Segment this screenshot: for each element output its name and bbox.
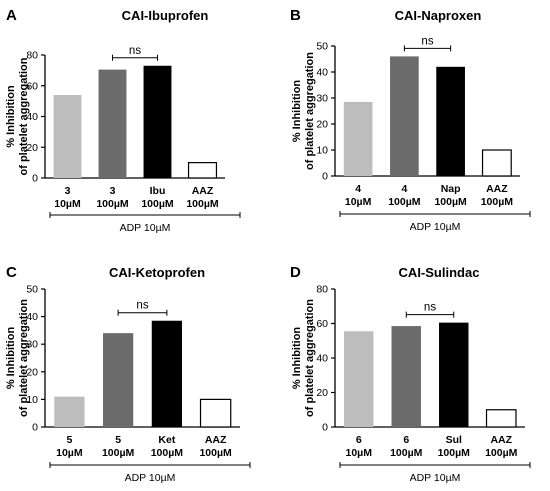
bar bbox=[391, 326, 421, 427]
bar bbox=[390, 56, 419, 176]
x-tick-label: 100µM bbox=[186, 198, 219, 210]
y-axis-label: of platelet aggregation bbox=[304, 299, 316, 417]
panel-a: A CAI-Ibuprofen % Inhibition of platelet ag… bbox=[5, 7, 241, 234]
x-tick-label: AAZ bbox=[490, 434, 512, 446]
x-tick-label: 5 bbox=[66, 434, 72, 446]
y-axis-label: of platelet aggregation bbox=[18, 299, 30, 417]
y-tick-label: 40 bbox=[316, 67, 328, 79]
y-tick-label: 10 bbox=[26, 394, 38, 406]
y-axis-label: % Inhibition bbox=[5, 327, 17, 390]
y-axis-label: % Inhibition bbox=[291, 327, 303, 390]
x-tick-label: 100µM bbox=[141, 198, 174, 210]
x-tick-label: 100µM bbox=[102, 447, 135, 459]
bar bbox=[187, 162, 218, 179]
y-tick-label: 0 bbox=[322, 422, 328, 434]
bar bbox=[199, 398, 232, 428]
significance-label: ns bbox=[424, 302, 436, 314]
y-axis-label: of platelet aggregation bbox=[304, 52, 316, 170]
y-tick-label: 30 bbox=[316, 93, 328, 105]
bar bbox=[98, 69, 127, 178]
panel-c: C CAI-Ketoprofen % Inhibition of platelet a… bbox=[5, 264, 251, 484]
y-tick-label: 80 bbox=[26, 50, 38, 62]
y-tick-label: 80 bbox=[316, 284, 328, 296]
x-tick-label: Ibu bbox=[150, 185, 166, 197]
panel-letter: A bbox=[6, 7, 17, 24]
condition-label: ADP 10µM bbox=[410, 472, 461, 484]
bar bbox=[481, 149, 512, 177]
bar bbox=[53, 94, 82, 178]
x-tick-label: 6 bbox=[403, 434, 409, 446]
x-tick-label: Ket bbox=[158, 434, 175, 446]
x-tick-label: 3 bbox=[65, 185, 71, 197]
x-tick-label: 100µM bbox=[434, 196, 467, 208]
y-tick-label: 50 bbox=[316, 41, 328, 53]
y-tick-label: 10 bbox=[316, 145, 328, 157]
x-tick-label: 10µM bbox=[56, 447, 83, 459]
x-tick-label: 6 bbox=[356, 434, 362, 446]
bar bbox=[439, 322, 469, 427]
x-tick-label: AAZ bbox=[192, 185, 214, 197]
bar bbox=[436, 66, 465, 176]
x-tick-label: 10µM bbox=[345, 196, 372, 208]
significance-label: ns bbox=[129, 45, 141, 57]
condition-label: ADP 10µM bbox=[125, 472, 176, 484]
panel-title: CAI-Ibuprofen bbox=[122, 8, 209, 23]
y-tick-label: 0 bbox=[32, 173, 38, 185]
x-tick-label: Nap bbox=[441, 183, 461, 195]
panel-d: D CAI-Sulindac % Inhibition of platelet agg… bbox=[290, 264, 531, 484]
x-tick-label: AAZ bbox=[205, 434, 227, 446]
y-tick-label: 0 bbox=[32, 422, 38, 434]
x-tick-label: 10µM bbox=[346, 447, 373, 459]
significance-label: ns bbox=[421, 35, 433, 47]
panel-title: CAI-Ketoprofen bbox=[109, 265, 205, 280]
bar bbox=[54, 396, 85, 427]
x-tick-label: 100µM bbox=[390, 447, 423, 459]
bar bbox=[103, 333, 134, 427]
panel-letter: D bbox=[290, 264, 301, 281]
y-tick-label: 60 bbox=[26, 80, 38, 92]
y-tick-label: 30 bbox=[26, 339, 38, 351]
panel-letter: B bbox=[290, 7, 301, 24]
bar bbox=[151, 320, 182, 427]
x-tick-label: 100µM bbox=[388, 196, 421, 208]
y-tick-label: 20 bbox=[26, 142, 38, 154]
x-tick-label: 4 bbox=[401, 183, 407, 195]
panel-title: CAI-Sulindac bbox=[399, 265, 480, 280]
x-tick-label: AAZ bbox=[486, 183, 508, 195]
x-tick-label: Sul bbox=[446, 434, 462, 446]
bar bbox=[485, 409, 517, 428]
y-tick-label: 40 bbox=[316, 353, 328, 365]
y-tick-label: 40 bbox=[26, 111, 38, 123]
y-tick-label: 20 bbox=[316, 387, 328, 399]
x-tick-label: 100µM bbox=[199, 447, 232, 459]
bar bbox=[343, 101, 373, 176]
y-axis-label: of platelet aggregation bbox=[18, 57, 30, 175]
condition-label: ADP 10µM bbox=[120, 222, 171, 234]
x-tick-label: 100µM bbox=[96, 198, 129, 210]
y-tick-label: 20 bbox=[316, 119, 328, 131]
x-tick-label: 5 bbox=[115, 434, 121, 446]
bar bbox=[143, 65, 172, 178]
y-axis-label: % Inhibition bbox=[5, 85, 17, 148]
x-tick-label: 10µM bbox=[54, 198, 81, 210]
x-tick-label: 100µM bbox=[481, 196, 514, 208]
panel-title: CAI-Naproxen bbox=[395, 8, 482, 23]
y-tick-label: 20 bbox=[26, 366, 38, 378]
y-tick-label: 40 bbox=[26, 311, 38, 323]
bar bbox=[344, 331, 374, 427]
panel-letter: C bbox=[6, 264, 17, 281]
x-tick-label: 100µM bbox=[485, 447, 518, 459]
y-tick-label: 60 bbox=[316, 318, 328, 330]
x-tick-label: 4 bbox=[355, 183, 361, 195]
condition-label: ADP 10µM bbox=[410, 221, 461, 233]
y-tick-label: 50 bbox=[26, 284, 38, 296]
x-tick-label: 3 bbox=[110, 185, 116, 197]
x-tick-label: 100µM bbox=[438, 447, 471, 459]
panel-b: B CAI-Naproxen % Inhibition of platelet agg… bbox=[290, 7, 531, 233]
significance-label: ns bbox=[136, 300, 148, 312]
y-tick-label: 0 bbox=[322, 171, 328, 183]
x-tick-label: 100µM bbox=[151, 447, 184, 459]
y-axis-label: % Inhibition bbox=[291, 80, 303, 143]
